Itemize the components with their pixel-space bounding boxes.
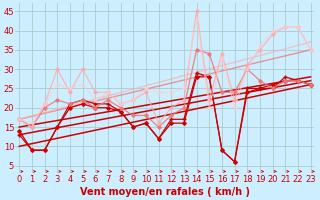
X-axis label: Vent moyen/en rafales ( km/h ): Vent moyen/en rafales ( km/h )	[80, 187, 250, 197]
